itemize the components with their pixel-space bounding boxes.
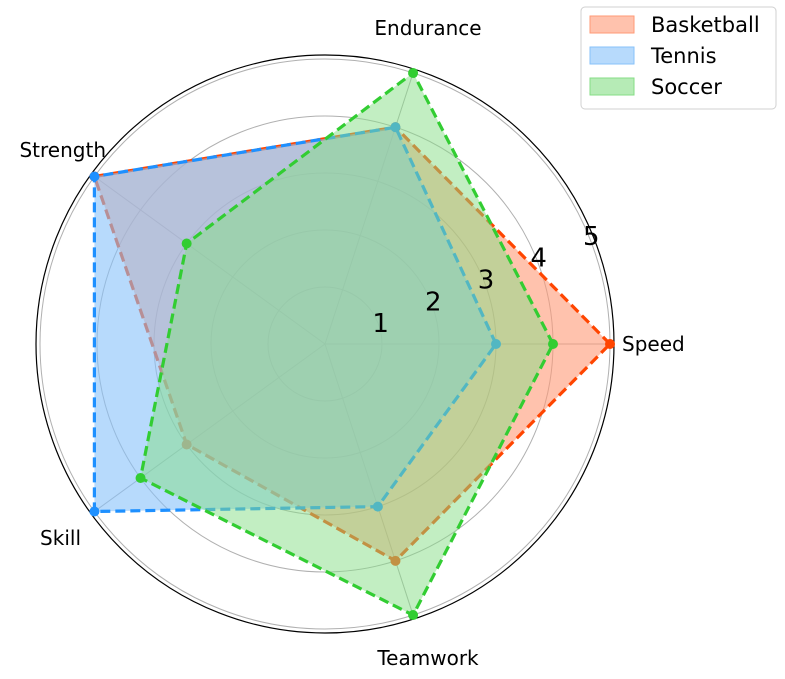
series-area: [140, 72, 553, 616]
legend: Basketball Tennis Soccer: [580, 6, 777, 110]
r-tick-label: 1: [372, 309, 389, 339]
data-point: [181, 238, 192, 249]
axis-label-teamwork: Teamwork: [376, 646, 479, 670]
r-tick-label: 5: [583, 222, 600, 252]
data-point: [408, 67, 419, 78]
axis-label-endurance: Endurance: [374, 16, 481, 40]
data-point: [605, 339, 615, 349]
legend-label: Soccer: [651, 75, 722, 99]
data-point: [548, 339, 558, 349]
legend-swatch: [589, 46, 635, 65]
series-layer: [89, 67, 615, 621]
axis-label-strength: Strength: [19, 138, 106, 162]
legend-entry-tennis: Tennis: [589, 44, 717, 68]
legend-label: Basketball: [651, 13, 760, 37]
series-line: [138, 71, 555, 617]
r-tick-label: 3: [478, 266, 495, 296]
legend-entry-soccer: Soccer: [589, 75, 722, 99]
data-point: [135, 473, 146, 484]
data-point: [89, 171, 100, 182]
axis-label-skill: Skill: [40, 526, 81, 550]
axis-label-speed: Speed: [622, 332, 685, 356]
data-point: [89, 506, 100, 517]
legend-entry-basketball: Basketball: [589, 13, 760, 37]
legend-label: Tennis: [650, 44, 717, 68]
legend-swatch: [589, 15, 635, 34]
data-point: [408, 610, 419, 621]
legend-swatch: [589, 77, 635, 96]
series-soccer: [135, 67, 558, 621]
labels: Speed Endurance Strength Skill Teamwork 1 2 3 4 5: [19, 16, 684, 670]
r-tick-label: 4: [530, 244, 547, 274]
r-tick-label: 2: [425, 287, 442, 317]
